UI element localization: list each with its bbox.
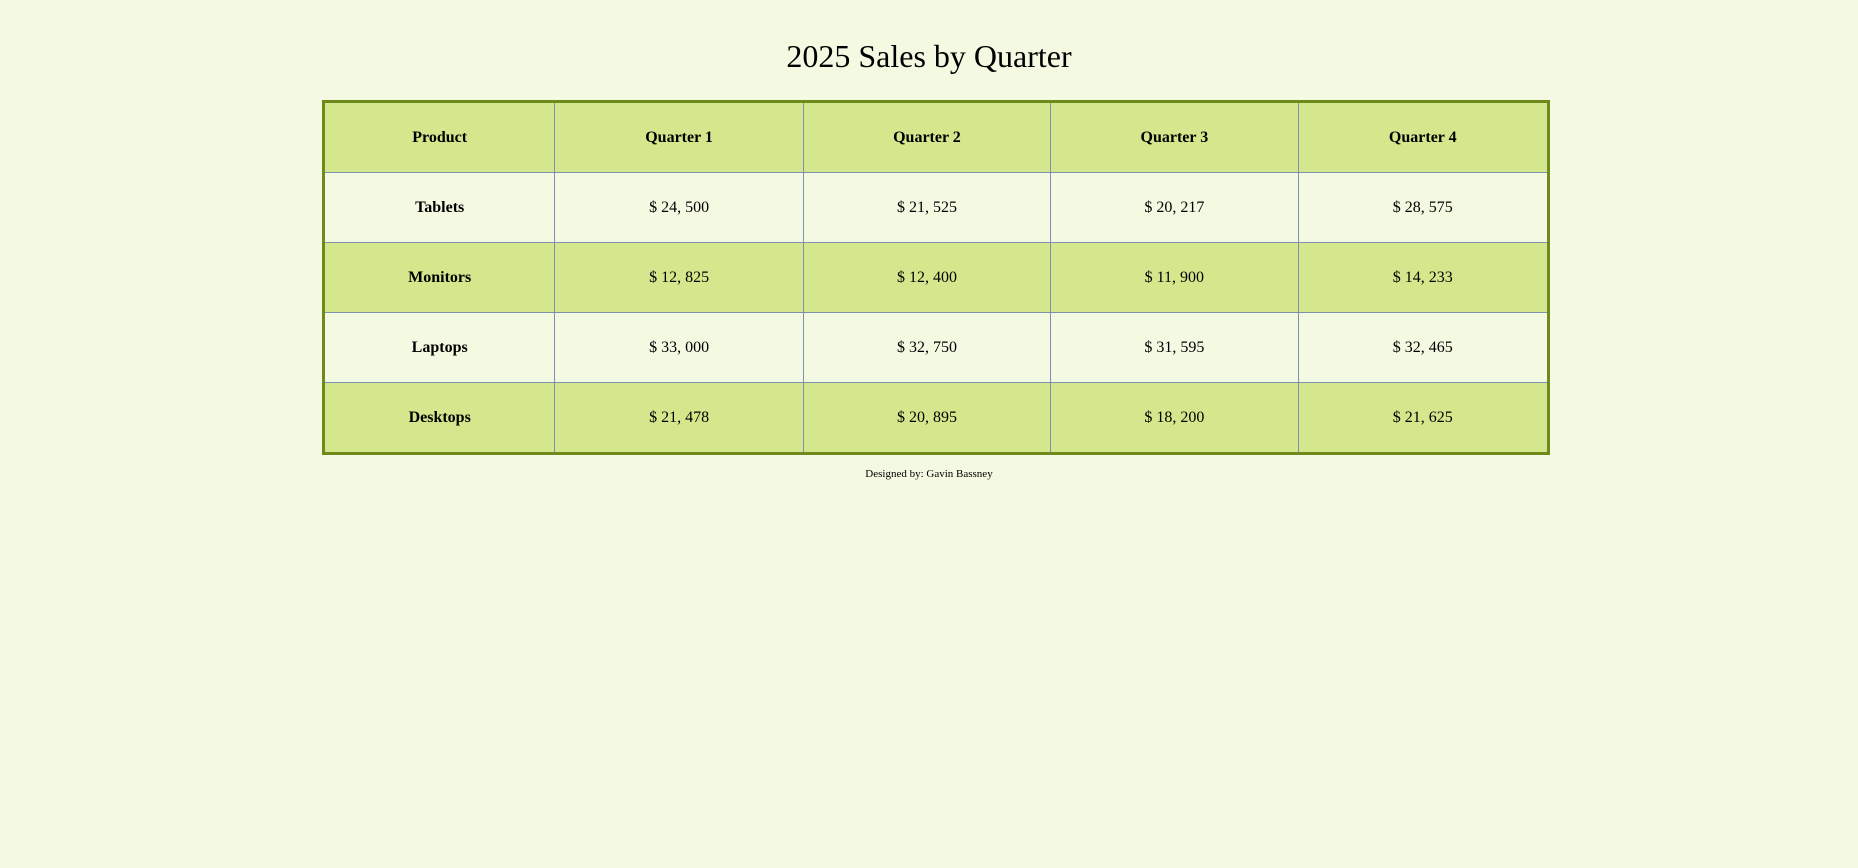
sales-table: Product Quarter 1 Quarter 2 Quarter 3 Qu… <box>322 100 1550 455</box>
sales-cell: $ 12, 825 <box>554 242 804 313</box>
sales-cell: $ 14, 233 <box>1297 242 1550 313</box>
table-row: Tablets $ 24, 500 $ 21, 525 $ 20, 217 $ … <box>322 172 1550 243</box>
sales-cell: $ 21, 525 <box>802 172 1052 243</box>
sales-cell: $ 18, 200 <box>1050 382 1299 454</box>
sales-cell: $ 33, 000 <box>554 312 804 383</box>
sales-cell: $ 32, 750 <box>802 312 1052 383</box>
sales-cell: $ 28, 575 <box>1297 172 1550 243</box>
sales-cell: $ 20, 217 <box>1050 172 1299 243</box>
sales-cell: $ 24, 500 <box>554 172 804 243</box>
header-quarter-4: Quarter 4 <box>1297 101 1550 173</box>
table-row: Monitors $ 12, 825 $ 12, 400 $ 11, 900 $… <box>322 242 1550 313</box>
sales-cell: $ 31, 595 <box>1050 312 1299 383</box>
product-cell: Desktops <box>322 382 556 454</box>
sales-cell: $ 20, 895 <box>802 382 1052 454</box>
sales-cell: $ 32, 465 <box>1297 312 1550 383</box>
sales-cell: $ 12, 400 <box>802 242 1052 313</box>
header-quarter-3: Quarter 3 <box>1050 101 1299 173</box>
sales-cell: $ 21, 478 <box>554 382 804 454</box>
product-cell: Laptops <box>322 312 556 383</box>
header-quarter-1: Quarter 1 <box>554 101 804 173</box>
table-header-row: Product Quarter 1 Quarter 2 Quarter 3 Qu… <box>322 101 1550 173</box>
product-cell: Monitors <box>322 242 556 313</box>
page-title: 2025 Sales by Quarter <box>786 38 1072 74</box>
product-cell: Tablets <box>322 172 556 243</box>
header-product: Product <box>322 101 556 173</box>
designer-credit: Designed by: Gavin Bassney <box>865 468 993 480</box>
table-row: Laptops $ 33, 000 $ 32, 750 $ 31, 595 $ … <box>322 312 1550 383</box>
sales-cell: $ 21, 625 <box>1297 382 1550 454</box>
header-quarter-2: Quarter 2 <box>802 101 1052 173</box>
sales-cell: $ 11, 900 <box>1050 242 1299 313</box>
table-row: Desktops $ 21, 478 $ 20, 895 $ 18, 200 $… <box>322 382 1550 454</box>
